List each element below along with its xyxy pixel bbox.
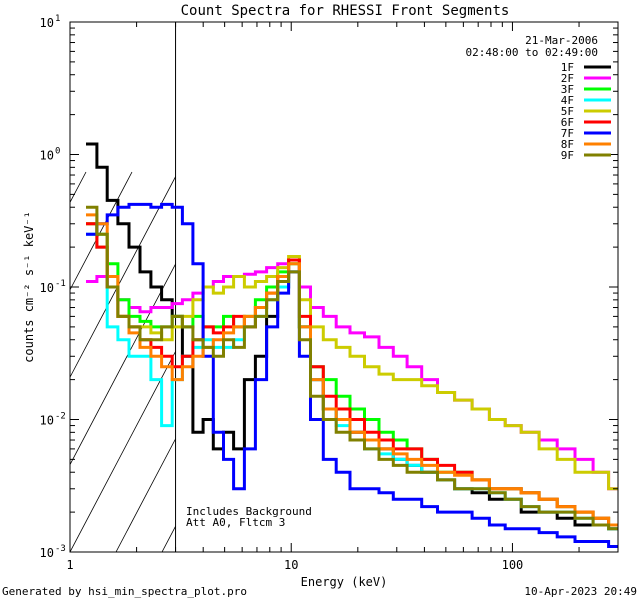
series-line-9f xyxy=(86,205,618,531)
hatch-line xyxy=(346,172,546,552)
y-tick-label: 10 xyxy=(40,281,54,295)
legend-label-9f: 9F xyxy=(561,149,574,162)
y-tick-exponent: -2 xyxy=(55,412,66,422)
hatch-line xyxy=(208,172,408,552)
x-tick-label: 1 xyxy=(66,558,73,572)
series-line-4f xyxy=(86,232,618,531)
hatch-line xyxy=(530,172,640,552)
x-tick-label: 10 xyxy=(284,558,298,572)
hatch-line xyxy=(622,172,640,552)
legend-label-4f: 4F xyxy=(561,94,574,107)
y-tick-exponent: 1 xyxy=(55,14,60,24)
y-axis-label: counts cm⁻² s⁻¹ keV⁻¹ xyxy=(22,211,36,363)
series-lines xyxy=(86,142,618,548)
hatch-line xyxy=(484,172,640,552)
date-label: 21-Mar-2006 xyxy=(525,34,598,47)
annotation-background: Includes Background xyxy=(186,505,312,518)
footer-generated-by: Generated by hsi_min_spectra_plot.pro xyxy=(2,585,247,598)
legend-label-7f: 7F xyxy=(561,127,574,140)
hatch-line xyxy=(70,175,176,379)
legend-label-2f: 2F xyxy=(561,72,574,85)
legend-label-1f: 1F xyxy=(561,61,574,74)
hatch-line xyxy=(70,350,176,552)
x-axis-label: Energy (keV) xyxy=(301,575,388,589)
hatch-line xyxy=(392,172,592,552)
footer-timestamp: 10-Apr-2023 20:49 xyxy=(524,585,637,598)
series-line-2f xyxy=(86,258,618,491)
y-tick-label: 10 xyxy=(40,414,54,428)
legend-label-6f: 6F xyxy=(561,116,574,129)
hatch-line xyxy=(300,172,500,552)
legend-label-8f: 8F xyxy=(561,138,574,151)
series-line-6f xyxy=(86,222,618,527)
x-tick-label: 100 xyxy=(502,558,524,572)
series-line-1f xyxy=(86,142,618,531)
hatch-line xyxy=(115,437,176,552)
series-line-7f xyxy=(86,202,618,548)
y-tick-exponent: 0 xyxy=(55,147,60,157)
y-tick-exponent: -1 xyxy=(55,279,66,289)
hatch-line xyxy=(576,172,640,552)
legend-label-3f: 3F xyxy=(561,83,574,96)
y-tick-label: 10 xyxy=(40,16,54,30)
hatch-line xyxy=(254,172,454,552)
legend-label-5f: 5F xyxy=(561,105,574,118)
hatch-line xyxy=(70,171,87,204)
chart-title: Count Spectra for RHESSI Front Segments xyxy=(181,3,510,19)
y-tick-label: 10 xyxy=(40,546,54,560)
hatch-line xyxy=(70,171,133,291)
time-label: 02:48:00 to 02:49:00 xyxy=(466,46,598,59)
y-tick-exponent: -3 xyxy=(55,544,66,554)
series-line-3f xyxy=(86,222,618,527)
hatched-region xyxy=(70,22,640,552)
y-tick-label: 10 xyxy=(40,149,54,163)
hatch-line xyxy=(70,263,176,466)
annotation-attenuator: Att A0, Fltcm 3 xyxy=(186,516,285,529)
